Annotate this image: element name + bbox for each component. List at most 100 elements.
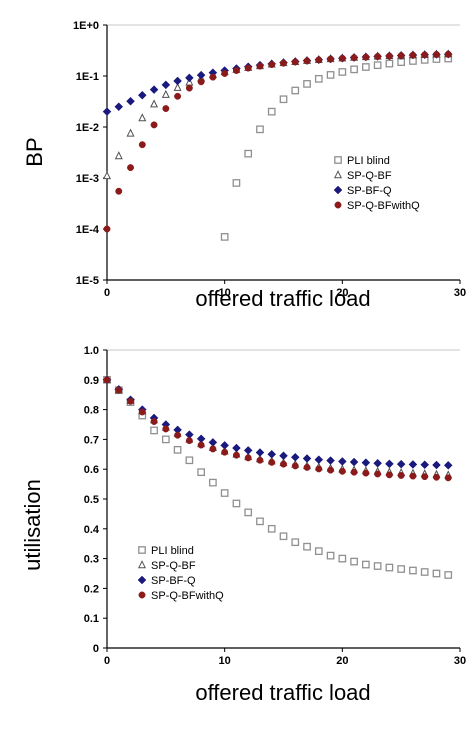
data-point bbox=[409, 472, 417, 480]
data-point bbox=[326, 456, 335, 465]
data-point bbox=[302, 454, 312, 463]
series-pli-blind bbox=[103, 375, 453, 579]
data-point bbox=[314, 74, 323, 83]
data-point bbox=[102, 107, 112, 117]
data-point bbox=[337, 457, 347, 466]
y-tick-label: 1.0 bbox=[84, 345, 99, 357]
data-point bbox=[303, 542, 311, 551]
legend-marker bbox=[334, 201, 342, 209]
y-tick-label: 0.9 bbox=[84, 375, 99, 387]
data-point bbox=[443, 460, 453, 470]
legend-marker bbox=[333, 170, 343, 179]
utilisation-chart: 0 0.1 0.2 0.3 0.4 0.5 0.6 0.7 0.8 0.9 1.0 0 10 20 30 of… bbox=[20, 345, 466, 705]
data-point bbox=[385, 52, 393, 60]
legend-marker bbox=[138, 591, 146, 599]
data-point bbox=[291, 86, 300, 95]
legend: PLI blind SP-Q-BF SP-BF-Q SP-Q-BFwithQ bbox=[333, 155, 420, 212]
data-point bbox=[385, 59, 394, 68]
data-point bbox=[115, 187, 123, 195]
data-point bbox=[244, 149, 253, 158]
y-tick-label: 1E-2 bbox=[76, 122, 99, 134]
data-point bbox=[173, 76, 182, 86]
x-tick-label: 20 bbox=[336, 655, 348, 667]
data-point bbox=[256, 62, 264, 70]
data-point bbox=[162, 425, 170, 433]
data-point bbox=[385, 471, 393, 479]
data-point bbox=[303, 463, 311, 471]
data-point bbox=[303, 80, 311, 88]
data-point bbox=[327, 466, 335, 474]
data-point bbox=[397, 472, 405, 479]
legend-label: SP-Q-BF bbox=[347, 170, 392, 182]
data-point bbox=[315, 465, 323, 473]
data-point bbox=[361, 458, 371, 467]
data-point bbox=[397, 565, 406, 573]
data-point bbox=[114, 102, 124, 112]
data-point bbox=[362, 560, 370, 569]
y-tick-label: 1E-4 bbox=[76, 224, 100, 236]
data-point bbox=[197, 441, 205, 449]
data-point bbox=[280, 460, 287, 468]
x-tick-label: 0 bbox=[104, 287, 110, 299]
data-point bbox=[385, 563, 394, 572]
legend-marker bbox=[137, 575, 147, 585]
data-point bbox=[221, 70, 229, 77]
data-point bbox=[385, 459, 394, 469]
data-point bbox=[209, 73, 217, 81]
data-point bbox=[421, 473, 429, 481]
data-point bbox=[127, 164, 134, 172]
data-point bbox=[421, 51, 429, 59]
y-tick-label: 0.6 bbox=[84, 464, 99, 476]
data-point bbox=[138, 408, 146, 416]
data-point bbox=[185, 456, 194, 465]
legend-label: SP-BF-Q bbox=[151, 575, 196, 587]
y-tick-label: 1E-1 bbox=[76, 71, 99, 83]
data-point bbox=[127, 397, 134, 405]
data-point bbox=[291, 538, 300, 547]
data-point bbox=[350, 468, 358, 476]
data-point bbox=[373, 61, 382, 70]
y-tick-label: 0.1 bbox=[84, 613, 99, 625]
y-tick-label: 1E-3 bbox=[76, 173, 99, 185]
data-point bbox=[162, 105, 170, 113]
data-point bbox=[268, 458, 276, 466]
data-point bbox=[362, 469, 370, 477]
data-point bbox=[268, 61, 276, 68]
x-tick-label: 30 bbox=[454, 655, 466, 667]
data-point bbox=[279, 95, 288, 104]
data-point bbox=[420, 568, 429, 576]
data-point bbox=[126, 128, 135, 137]
y-tick-label: 0.3 bbox=[84, 554, 99, 566]
data-point bbox=[209, 445, 217, 453]
data-point bbox=[291, 462, 299, 470]
data-point bbox=[350, 65, 358, 74]
data-point bbox=[397, 58, 406, 66]
data-point bbox=[279, 532, 288, 541]
x-tick-label: 30 bbox=[454, 287, 466, 299]
data-point bbox=[433, 473, 440, 481]
data-point bbox=[126, 96, 135, 106]
data-point bbox=[326, 551, 335, 560]
y-tick-label: 1E-5 bbox=[76, 275, 99, 287]
x-axis-title: offered traffic load bbox=[195, 286, 370, 311]
data-point bbox=[173, 82, 182, 91]
data-point bbox=[185, 84, 193, 92]
data-point bbox=[208, 438, 218, 447]
legend-marker bbox=[333, 185, 343, 195]
data-point bbox=[244, 508, 253, 517]
y-axis-title: BP bbox=[22, 137, 47, 166]
y-tick-label: 0.5 bbox=[84, 494, 99, 506]
data-point bbox=[221, 448, 229, 456]
data-point bbox=[196, 434, 206, 444]
y-axis-title: utilisation bbox=[20, 479, 45, 571]
x-tick-label: 20 bbox=[336, 287, 348, 299]
data-point bbox=[174, 431, 182, 439]
data-point bbox=[374, 470, 382, 478]
data-point bbox=[138, 141, 146, 149]
data-point bbox=[267, 524, 276, 533]
x-axis-title: offered traffic load bbox=[195, 680, 370, 705]
data-point bbox=[256, 517, 264, 526]
data-point bbox=[256, 456, 264, 464]
legend-label: PLI blind bbox=[347, 155, 390, 167]
